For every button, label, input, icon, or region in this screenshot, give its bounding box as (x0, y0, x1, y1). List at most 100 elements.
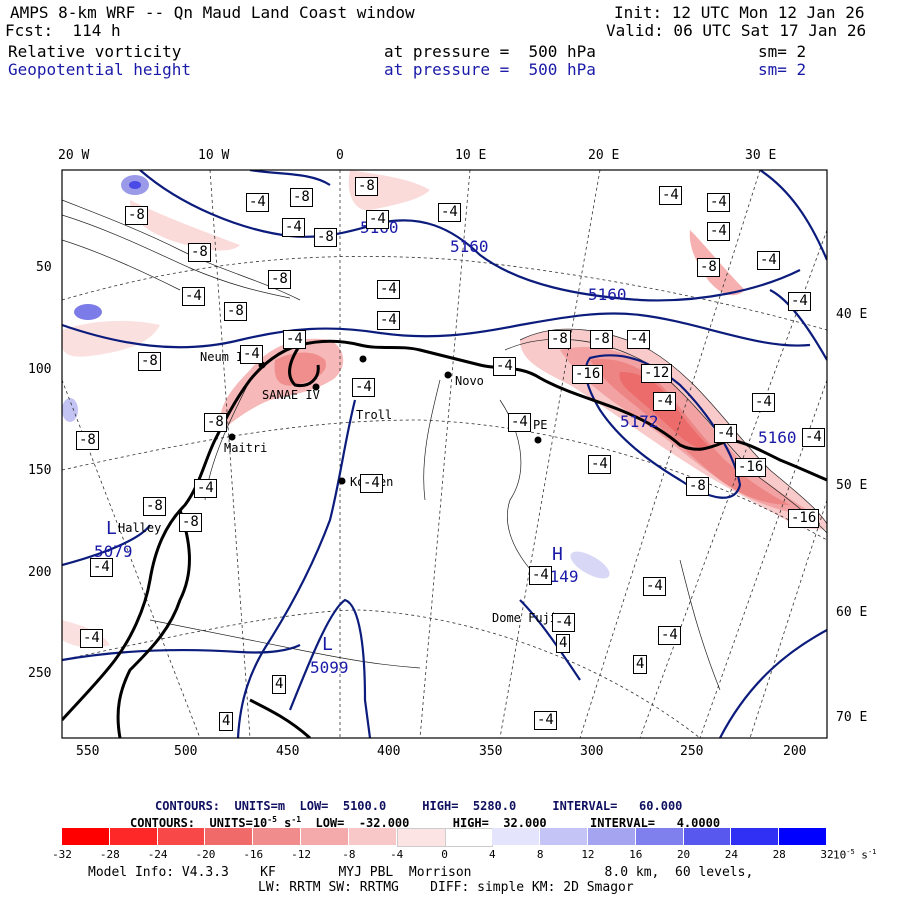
x-axis-label: 500 (174, 744, 198, 759)
height-contour-label: 5160 (450, 237, 489, 256)
vorticity-contour-label: -4 (529, 566, 552, 585)
x-axis-label: 400 (377, 744, 401, 759)
vorticity-contour-label: -8 (76, 431, 99, 450)
x-axis-label: 300 (580, 744, 604, 759)
vorticity-contour-label: -8 (125, 206, 148, 225)
vorticity-contour-label: -4 (707, 222, 730, 241)
vorticity-contour-label: -4 (552, 613, 575, 632)
lon-label: 10 W (198, 148, 230, 163)
lon-label: 20 E (588, 148, 620, 163)
vorticity-contour-label: -4 (80, 629, 103, 648)
colorbar-label: -12 (291, 848, 311, 861)
y-axis-label: 250 (28, 666, 52, 681)
vorticity-contour-label: -4 (377, 311, 400, 330)
vorticity-contour-label: -4 (352, 378, 375, 397)
plot-frame (61, 169, 828, 739)
colorbar-label: 20 (676, 848, 691, 861)
colorbar-cell (348, 828, 397, 845)
lon-label: 40 E (836, 307, 868, 322)
vorticity-contour-label: -4 (802, 428, 825, 447)
vorticity-contour-label: -8 (224, 302, 247, 321)
colorbar-label: -24 (147, 848, 168, 861)
colorbar-label: -16 (243, 848, 264, 861)
vorticity-contour-label: -4 (246, 193, 269, 212)
colorbar-cell (62, 828, 110, 845)
positive-vorticity-fill (62, 175, 610, 579)
lon-label: 10 E (455, 148, 487, 163)
vorticity-contour-label: -4 (707, 193, 730, 212)
vorticity-contour-label: -8 (204, 413, 227, 432)
colorbar-label: 32 (820, 848, 834, 861)
colorbar-label: -28 (99, 848, 120, 861)
colorbar-label: 8 (536, 848, 544, 861)
vorticity-contour-label: -8 (179, 513, 202, 532)
vorticity-contour-label: -4 (182, 287, 205, 306)
height-contour-info: CONTOURS: UNITS=m LOW= 5100.0 HIGH= 5280… (155, 799, 683, 813)
vorticity-contour-label: -8 (314, 228, 337, 247)
colorbar-cell (540, 828, 588, 845)
map-title: AMPS 8-km WRF -- Qn Maud Land Coast wind… (10, 3, 415, 22)
colorbar-cell (587, 828, 636, 845)
colorbar-cell (205, 828, 254, 845)
colorbar-label: 4 (489, 848, 496, 861)
vorticity-contour-label: -4 (240, 345, 263, 364)
vorticity-contour-label: -4 (788, 292, 811, 311)
vorticity-contour-label: -8 (143, 497, 166, 516)
field1-name: Relative vorticity (8, 42, 182, 61)
vorticity-contour-label: -8 (290, 188, 313, 207)
vorticity-contour-label: -8 (268, 270, 291, 289)
vorticity-contour-label: -8 (686, 477, 709, 496)
vorticity-contour-label: -4 (627, 330, 650, 349)
vorticity-contour-label: -4 (534, 711, 557, 730)
graticule (62, 170, 827, 738)
low-marker: L (322, 634, 333, 655)
x-axis-label: 350 (479, 744, 503, 759)
field2-level: at pressure = 500 hPa (384, 60, 596, 79)
colorbar-label: -32 (52, 848, 72, 861)
lon-label: 70 E (836, 710, 868, 725)
height-contour-label: 5160 (758, 428, 797, 447)
vorticity-contour-label: -4 (366, 210, 389, 229)
vorticity-contour-label: -16 (788, 509, 820, 528)
station-label: Novo (455, 374, 484, 388)
colorbar-cell (731, 828, 780, 845)
vorticity-contour-label: -8 (697, 258, 720, 277)
height-contour-label: 5160 (588, 285, 627, 304)
vorticity-contour-label: -4 (360, 474, 383, 493)
colorbar-label: 0 (441, 848, 448, 861)
colorbar-cell (157, 828, 206, 845)
colorbar-label: -20 (195, 848, 216, 861)
colorbar-cell (779, 828, 827, 845)
vorticity-contour-label: -8 (138, 352, 161, 371)
y-axis-label: 200 (28, 565, 52, 580)
field2-smoothing: sm= 2 (758, 60, 807, 79)
colorbar-cell (683, 828, 732, 845)
vorticity-contour-label: -8 (590, 330, 613, 349)
vorticity-contour-label: -16 (735, 458, 767, 477)
colorbar-cell (109, 828, 158, 845)
vorticity-contour-label: -4 (194, 479, 217, 498)
vorticity-contour-label: -4 (377, 280, 400, 299)
vorticity-contour-label: -4 (658, 626, 681, 645)
colorbar-cell (444, 828, 494, 847)
lon-label: 50 E (836, 478, 868, 493)
vorticity-contour-label: -4 (659, 186, 682, 205)
vorticity-contour-label: -4 (282, 218, 305, 237)
low-marker: L (106, 518, 117, 539)
y-axis-label: 150 (28, 463, 52, 478)
colorbar-label: -4 (390, 848, 404, 861)
vorticity-contour-label: -4 (752, 393, 775, 412)
colorbar-label: 16 (629, 848, 643, 861)
forecast-hour: Fcst: 114 h (5, 21, 121, 40)
valid-time: Valid: 06 UTC Sat 17 Jan 26 (606, 21, 867, 40)
vorticity-contour-label: -4 (714, 424, 737, 443)
vorticity-contour-label: -4 (438, 203, 461, 222)
field1-smoothing: sm= 2 (758, 42, 807, 61)
vorticity-contour-label: 4 (556, 634, 571, 653)
colorbar-cell (253, 828, 302, 845)
colorbar-label: 28 (772, 848, 786, 861)
vorticity-contour-label: -4 (90, 558, 113, 577)
height-contour-label: 5172 (620, 412, 659, 431)
vorticity-contour-label: -4 (283, 330, 306, 349)
vorticity-contour-label: -8 (355, 177, 378, 196)
